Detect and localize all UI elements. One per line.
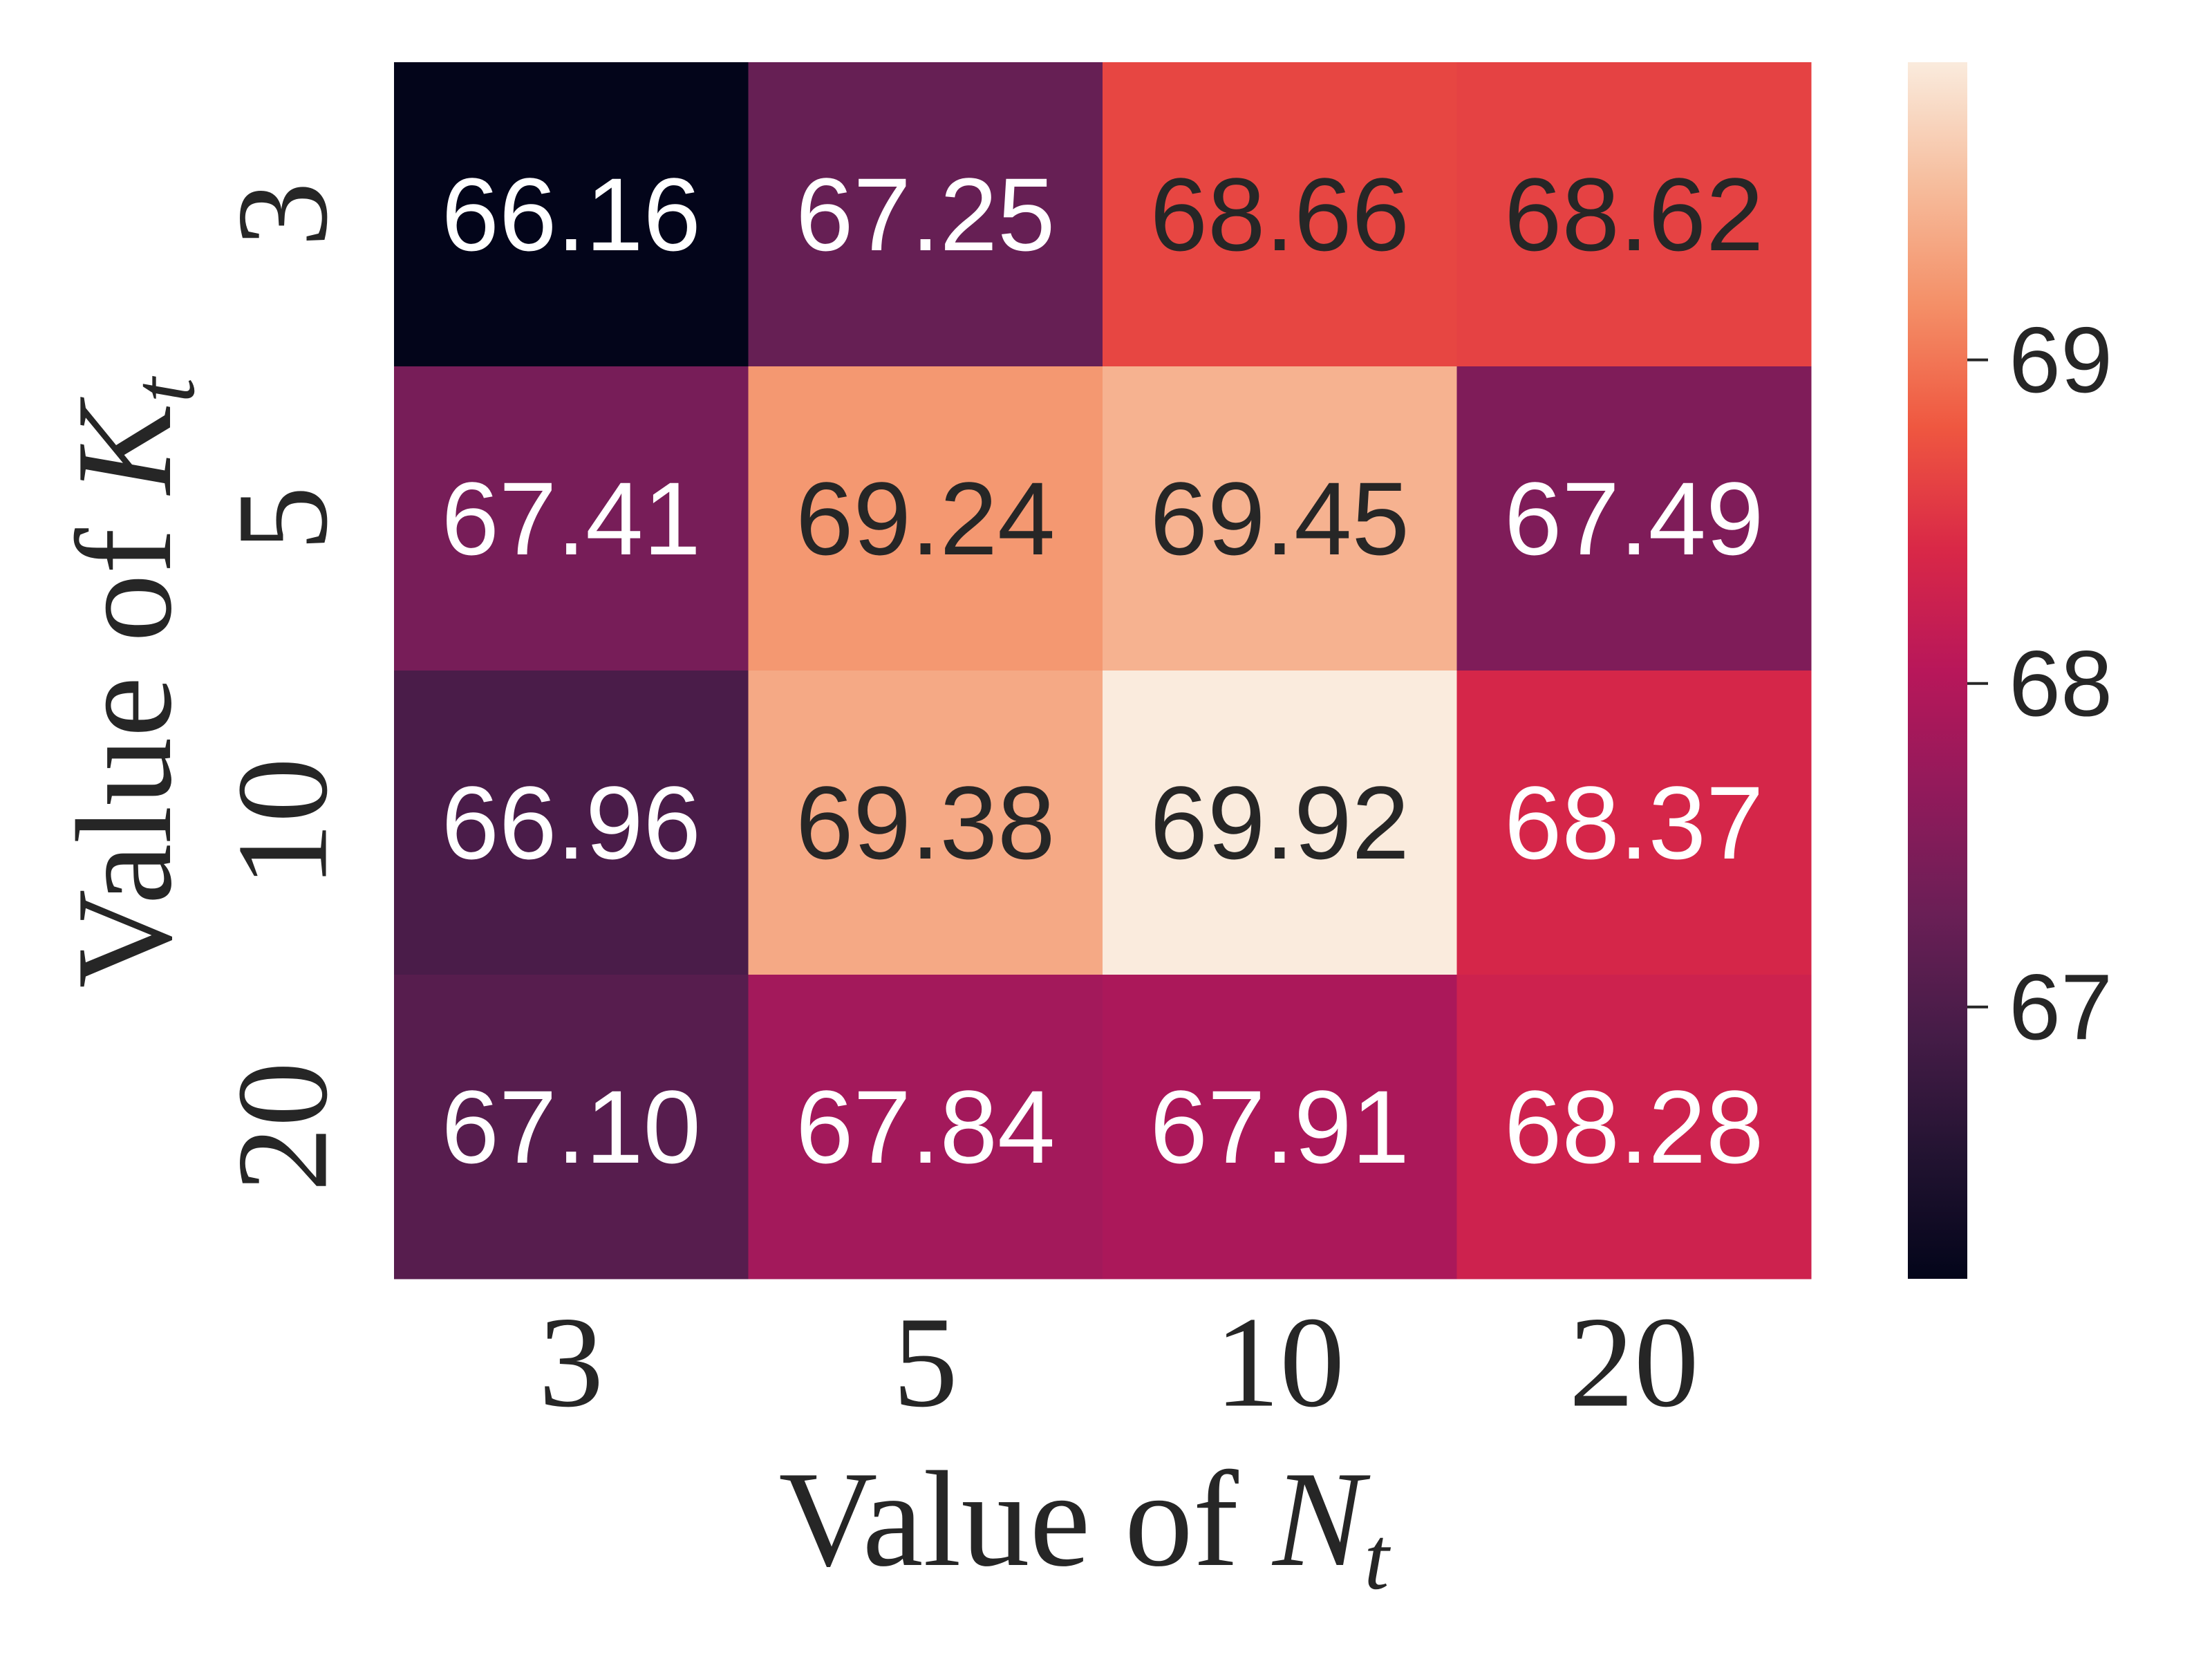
heatmap-cell-value: 69.24 <box>796 460 1055 577</box>
y-axis-title: Value of Kt <box>48 376 214 988</box>
heatmap-cell <box>1456 975 1812 1280</box>
heatmap-cell-value: 69.92 <box>1150 765 1409 881</box>
colorbar-tick-label: 68 <box>2009 631 2112 735</box>
heatmap-cell-value: 68.37 <box>1504 765 1763 881</box>
heatmap-cell <box>394 671 749 975</box>
heatmap-cell-value: 69.38 <box>796 765 1055 881</box>
y-tick-label: 5 <box>210 486 355 551</box>
heatmap-cell-value: 67.91 <box>1150 1069 1409 1185</box>
x-tick-label: 20 <box>1569 1290 1699 1434</box>
x-axis-title-prefix: Value of <box>779 1443 1273 1595</box>
heatmap-cell-value: 67.25 <box>796 156 1055 272</box>
heatmap-cell <box>748 62 1103 367</box>
heatmap-cell-value: 67.49 <box>1504 460 1763 577</box>
heatmap-cell <box>1456 62 1812 367</box>
y-tick-label: 10 <box>210 758 355 888</box>
x-axis-tick-labels: 3 5 10 20 <box>538 1290 1699 1434</box>
y-tick-label: 20 <box>210 1062 355 1192</box>
heatmap-cell <box>748 366 1103 671</box>
y-tick-label: 3 <box>210 182 355 247</box>
heatmap-cell-value: 68.66 <box>1150 156 1409 272</box>
heatmap-cells <box>394 62 1812 1280</box>
heatmap-cell-value: 67.41 <box>442 460 701 577</box>
y-axis-tick-labels: 3 5 10 20 <box>210 182 355 1192</box>
colorbar-ticks: 67 68 69 <box>1967 308 2112 1059</box>
heatmap-cell-value: 66.16 <box>442 156 701 272</box>
heatmap-cell-value: 66.96 <box>442 765 701 881</box>
heatmap-cell-value: 67.84 <box>796 1069 1055 1185</box>
colorbar-tick-label: 67 <box>2009 955 2112 1059</box>
heatmap-cell-value: 68.62 <box>1504 156 1763 272</box>
heatmap-cell <box>394 366 749 671</box>
heatmap-cell <box>748 671 1103 975</box>
colorbar <box>1908 62 1967 1279</box>
y-axis-title-prefix: Value of <box>48 494 200 988</box>
x-tick-label: 10 <box>1215 1290 1344 1434</box>
heatmap-cell-value: 69.45 <box>1150 460 1409 577</box>
heatmap-cell <box>394 62 749 367</box>
heatmap-cell <box>1456 366 1812 671</box>
heatmap-cell <box>1103 671 1457 975</box>
y-axis-title-variable: K <box>48 397 200 496</box>
x-tick-label: 3 <box>538 1290 603 1434</box>
heatmap-cell <box>1103 62 1457 367</box>
heatmap-cell <box>1103 366 1457 671</box>
x-axis-title-subscript: t <box>1364 1509 1391 1609</box>
x-tick-label: 5 <box>893 1290 958 1434</box>
heatmap-cell-value: 67.10 <box>442 1069 701 1185</box>
heatmap-cell <box>1456 671 1812 975</box>
heatmap-cell-value: 68.28 <box>1504 1069 1763 1185</box>
heatmap-cell <box>748 975 1103 1280</box>
colorbar-tick-label: 69 <box>2009 308 2112 412</box>
x-axis-title: Value of Nt <box>779 1443 1391 1609</box>
heatmap-cell <box>1103 975 1457 1280</box>
heatmap-cell <box>394 975 749 1280</box>
y-axis-title-subscript: t <box>114 376 214 403</box>
heatmap-value-labels: 66.16 67.25 68.66 68.62 67.41 69.24 69.45 67.49… <box>442 156 1764 1185</box>
x-axis-title-variable: N <box>1271 1443 1371 1595</box>
